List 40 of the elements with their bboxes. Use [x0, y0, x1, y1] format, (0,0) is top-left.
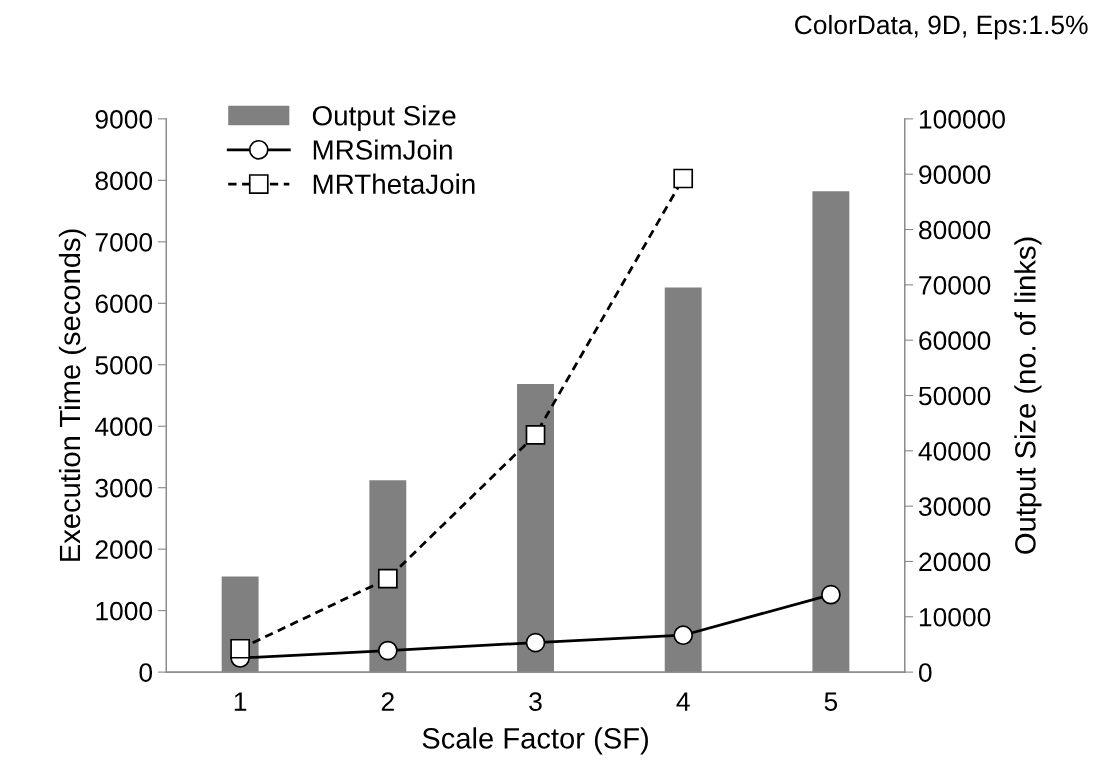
- y2-tick-label: 90000: [919, 165, 991, 185]
- x-tick-label: 4: [676, 692, 690, 711]
- y2-tick-label: 70000: [919, 275, 991, 295]
- x-tick-label: 5: [824, 692, 838, 711]
- y2-tick-label: 10000: [919, 607, 991, 627]
- point: [377, 640, 398, 661]
- y2-tick-label: 100000: [919, 110, 1005, 129]
- y2-axis-title: Output Size (no. of links): [1014, 237, 1042, 554]
- y-tick-label: 1000: [96, 601, 153, 621]
- y-tick-label: 6000: [95, 294, 153, 314]
- y-tick-label: 8000: [95, 171, 153, 191]
- y-tick-label: 4000: [95, 417, 153, 437]
- y-tick-label: 5000: [95, 355, 153, 375]
- point: [525, 424, 546, 445]
- x-tick-label: 1: [234, 692, 247, 711]
- y2-tick-label: 60000: [919, 331, 991, 350]
- point: [230, 638, 250, 659]
- x-axis-title: Scale Factor (SF): [422, 727, 648, 755]
- y2-tick-label: 50000: [918, 386, 991, 406]
- y-tick-label: 2000: [95, 540, 153, 559]
- chart-title: ColorData, 9D, Eps:1.5%: [795, 14, 1088, 40]
- y-tick-label: 0: [139, 663, 153, 682]
- y2-tick-label: 80000: [919, 220, 991, 240]
- y-axis-title: Execution Time (seconds): [58, 229, 87, 561]
- legend-label: MRSimJoin: [313, 139, 452, 160]
- x-tick-label: 2: [381, 692, 394, 711]
- point: [377, 568, 398, 589]
- y-tick-label: 9000: [95, 110, 153, 129]
- y2-tick-label: 40000: [918, 441, 991, 461]
- point: [821, 584, 841, 605]
- legend-label: Output Size: [312, 105, 456, 132]
- y-tick-label: 3000: [95, 478, 153, 498]
- y2-tick-label: 0: [918, 663, 932, 682]
- y-tick-label: 7000: [95, 232, 153, 252]
- point: [525, 632, 546, 653]
- point: [673, 625, 694, 646]
- y2-tick-label: 20000: [919, 552, 991, 572]
- x-tick-label: 3: [529, 692, 542, 711]
- legend-label: MRThetaJoin: [313, 173, 475, 195]
- y2-tick-label: 30000: [918, 497, 991, 516]
